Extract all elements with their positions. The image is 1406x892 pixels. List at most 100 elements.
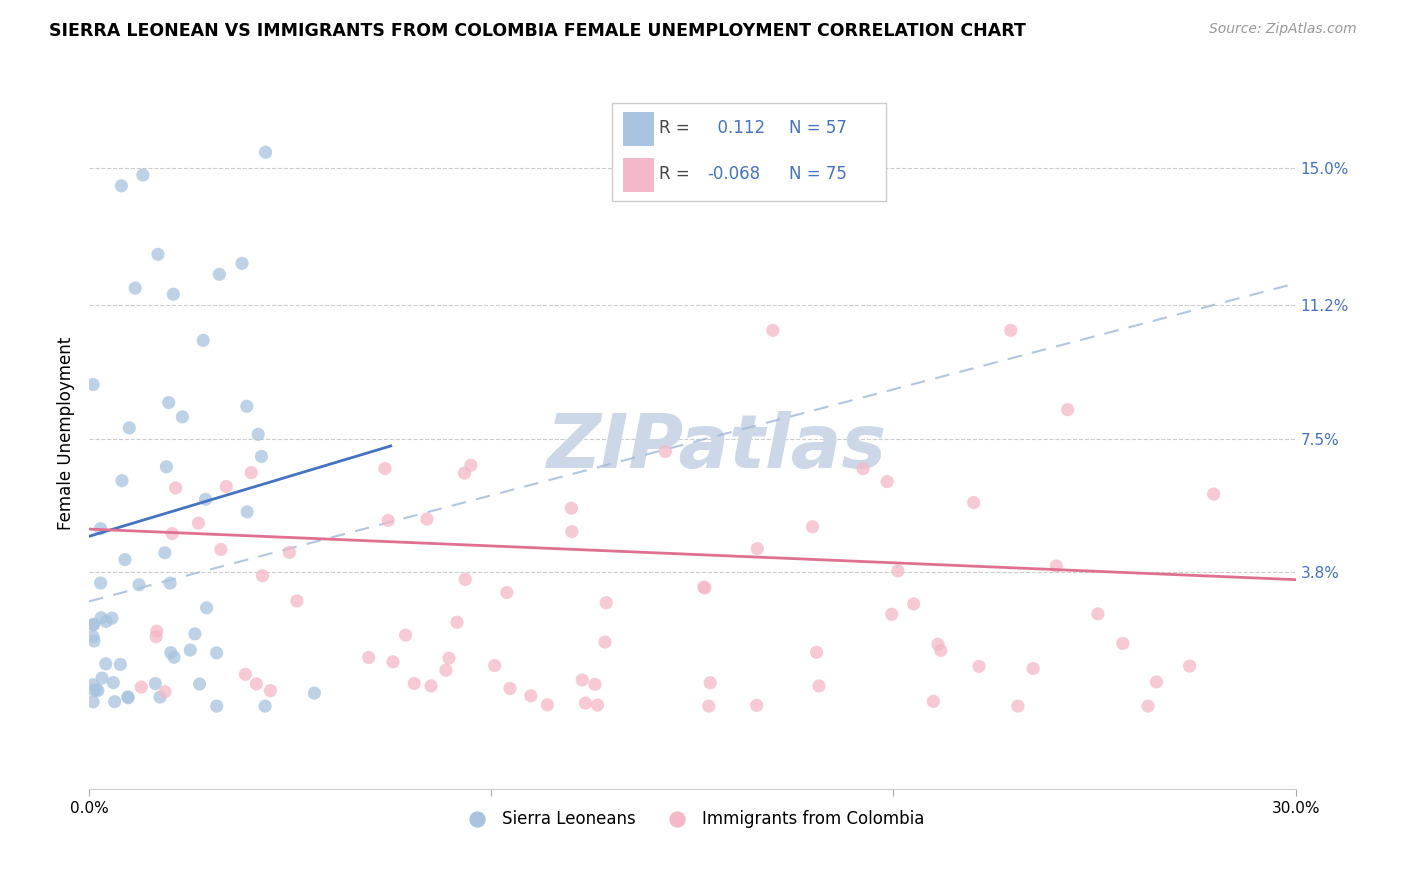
- Point: [82, 630, 104, 644]
- Point: [194, 492, 217, 507]
- Text: R =: R =: [659, 120, 690, 137]
- Point: [571, 673, 593, 687]
- Point: [163, 650, 186, 665]
- Point: [574, 696, 596, 710]
- Point: [304, 686, 326, 700]
- Point: [420, 679, 443, 693]
- Point: [416, 512, 439, 526]
- Point: [149, 690, 172, 705]
- Point: [252, 568, 274, 582]
- Point: [374, 461, 396, 475]
- Point: [806, 645, 828, 659]
- Point: [377, 513, 399, 527]
- Point: [250, 450, 273, 464]
- Point: [187, 516, 209, 530]
- Text: ZIPatlas: ZIPatlas: [547, 411, 886, 484]
- Text: Source: ZipAtlas.com: Source: ZipAtlas.com: [1209, 22, 1357, 37]
- Point: [247, 427, 270, 442]
- Point: [86, 682, 108, 697]
- Point: [967, 659, 990, 673]
- Point: [91, 671, 114, 685]
- Point: [82, 618, 104, 632]
- Text: SIERRA LEONEAN VS IMMIGRANTS FROM COLOMBIA FEMALE UNEMPLOYMENT CORRELATION CHART: SIERRA LEONEAN VS IMMIGRANTS FROM COLOMB…: [49, 22, 1026, 40]
- Point: [259, 683, 281, 698]
- Point: [394, 628, 416, 642]
- Point: [233, 667, 256, 681]
- Point: [157, 395, 180, 409]
- Point: [745, 698, 768, 713]
- Point: [103, 675, 125, 690]
- Text: N = 57: N = 57: [789, 120, 846, 137]
- Point: [520, 689, 543, 703]
- Point: [188, 677, 211, 691]
- Point: [90, 576, 112, 591]
- Legend: Sierra Leoneans, Immigrants from Colombia: Sierra Leoneans, Immigrants from Colombi…: [453, 803, 931, 834]
- Point: [499, 681, 522, 696]
- Point: [1056, 402, 1078, 417]
- Point: [114, 552, 136, 566]
- Point: [146, 247, 169, 261]
- Point: [146, 624, 169, 639]
- Point: [586, 698, 609, 712]
- Point: [484, 658, 506, 673]
- Point: [963, 495, 986, 509]
- Point: [205, 646, 228, 660]
- Point: [128, 578, 150, 592]
- Point: [583, 677, 606, 691]
- Point: [454, 573, 477, 587]
- Point: [118, 421, 141, 435]
- Point: [83, 617, 105, 632]
- Point: [699, 675, 721, 690]
- Point: [153, 546, 176, 560]
- Point: [184, 627, 207, 641]
- Point: [172, 409, 194, 424]
- Point: [145, 630, 167, 644]
- Point: [762, 323, 785, 337]
- Point: [159, 576, 181, 591]
- Point: [117, 690, 139, 705]
- Text: -0.068: -0.068: [707, 165, 761, 184]
- Point: [747, 541, 769, 556]
- Point: [807, 679, 830, 693]
- Point: [560, 501, 582, 516]
- Point: [231, 256, 253, 270]
- Point: [110, 178, 132, 193]
- Point: [245, 677, 267, 691]
- Point: [124, 281, 146, 295]
- Point: [927, 637, 949, 651]
- Point: [693, 580, 716, 594]
- Point: [453, 466, 475, 480]
- Point: [90, 522, 112, 536]
- Point: [382, 655, 405, 669]
- Point: [208, 268, 231, 282]
- Point: [87, 683, 110, 698]
- Point: [876, 475, 898, 489]
- Point: [434, 663, 457, 677]
- Text: N = 75: N = 75: [789, 165, 846, 184]
- Point: [160, 526, 183, 541]
- Point: [880, 607, 903, 622]
- Point: [595, 596, 617, 610]
- Point: [159, 646, 181, 660]
- Point: [101, 611, 124, 625]
- Point: [82, 678, 104, 692]
- Point: [357, 650, 380, 665]
- Point: [929, 643, 952, 657]
- Point: [285, 594, 308, 608]
- Point: [131, 680, 153, 694]
- Point: [162, 287, 184, 301]
- Point: [240, 466, 263, 480]
- Point: [561, 524, 583, 539]
- Point: [903, 597, 925, 611]
- Point: [209, 542, 232, 557]
- Point: [1087, 607, 1109, 621]
- Point: [801, 520, 824, 534]
- Point: [83, 634, 105, 648]
- Point: [536, 698, 558, 712]
- Point: [94, 615, 117, 629]
- Point: [1137, 699, 1160, 714]
- Point: [110, 657, 132, 672]
- Point: [593, 635, 616, 649]
- Point: [1007, 699, 1029, 714]
- Point: [153, 685, 176, 699]
